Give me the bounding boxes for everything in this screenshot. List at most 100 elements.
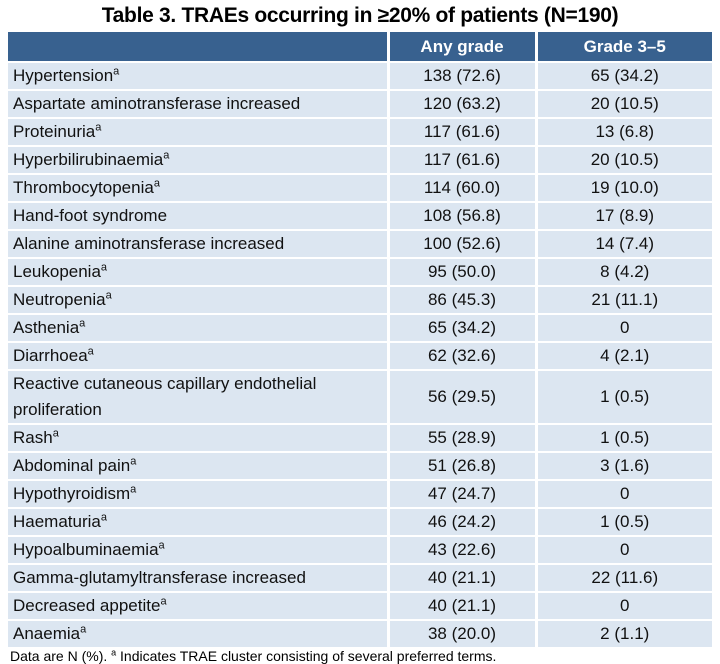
table-row: Hypoalbuminaemiaa 43 (22.6) 0 xyxy=(8,535,712,564)
cluster-footnote-marker: a xyxy=(79,317,86,330)
any-grade-value: 120 (63.2) xyxy=(386,89,536,118)
grade-3-5-value: 65 (34.2) xyxy=(534,61,712,90)
any-grade-value: 38 (20.0) xyxy=(386,619,536,647)
grade-3-5-value: 0 xyxy=(534,591,712,620)
adverse-event-label: Astheniaa xyxy=(8,313,388,342)
footnote: Data are N (%). a Indicates TRAE cluster… xyxy=(0,647,720,664)
table-row: Astheniaa 65 (34.2) 0 xyxy=(8,313,712,342)
adverse-event-label: Leukopeniaa xyxy=(8,257,388,286)
table-row: Gamma-glutamyltransferase increased 40 (2… xyxy=(8,563,712,592)
adverse-event-label: Haematuriaa xyxy=(8,507,388,536)
any-grade-value: 138 (72.6) xyxy=(386,61,536,90)
table-row: Alanine aminotransferase increased 100 (5… xyxy=(8,229,712,258)
column-header-empty xyxy=(8,32,388,62)
grade-3-5-value: 13 (6.8) xyxy=(534,117,712,146)
grade-3-5-value: 3 (1.6) xyxy=(534,451,712,480)
footnote-before: Data are N (%). xyxy=(10,648,112,664)
grade-3-5-value: 0 xyxy=(534,479,712,508)
table-row: Leukopeniaa 95 (50.0) 8 (4.2) xyxy=(8,257,712,286)
grade-3-5-value: 20 (10.5) xyxy=(534,89,712,118)
grade-3-5-value: 1 (0.5) xyxy=(534,423,712,452)
cluster-footnote-marker: a xyxy=(52,427,59,440)
cluster-footnote-marker: a xyxy=(160,595,167,608)
cluster-footnote-marker: a xyxy=(100,261,108,274)
cluster-footnote-marker: a xyxy=(130,455,137,468)
adverse-event-label: Thrombocytopeniaa xyxy=(8,173,388,202)
grade-3-5-value: 14 (7.4) xyxy=(534,229,712,258)
any-grade-value: 56 (29.5) xyxy=(386,369,536,424)
any-grade-value: 117 (61.6) xyxy=(386,145,536,174)
adverse-event-label: Gamma-glutamyltransferase increased xyxy=(8,563,388,592)
cluster-footnote-marker: a xyxy=(105,289,112,302)
cluster-footnote-marker: a xyxy=(163,149,170,162)
cluster-footnote-marker: a xyxy=(130,483,137,496)
any-grade-value: 40 (21.1) xyxy=(386,563,536,592)
grade-3-5-value: 4 (2.1) xyxy=(534,341,712,370)
grade-3-5-value: 17 (8.9) xyxy=(534,201,712,230)
cluster-footnote-marker: a xyxy=(153,177,160,190)
footnote-marker: a xyxy=(111,647,117,658)
any-grade-value: 51 (26.8) xyxy=(386,451,536,480)
table-body: Hypertensiona 138 (72.6) 65 (34.2) Aspartat… xyxy=(8,61,712,647)
table-row: Neutropeniaa 86 (45.3) 21 (11.1) xyxy=(8,285,712,314)
any-grade-value: 108 (56.8) xyxy=(386,201,536,230)
adverse-event-label: Rasha xyxy=(8,423,388,452)
grade-3-5-value: 22 (11.6) xyxy=(534,563,712,592)
adverse-event-label: Diarrhoeaa xyxy=(8,341,388,370)
cluster-footnote-marker: a xyxy=(100,511,107,524)
grade-3-5-value: 21 (11.1) xyxy=(534,285,712,314)
table-row: Abdominal paina 51 (26.8) 3 (1.6) xyxy=(8,451,712,480)
any-grade-value: 62 (32.6) xyxy=(386,341,536,370)
adverse-event-label: Reactive cutaneous capillary endothelial… xyxy=(8,369,388,424)
table-row: Rasha 55 (28.9) 1 (0.5) xyxy=(8,423,712,452)
any-grade-value: 55 (28.9) xyxy=(386,423,536,452)
any-grade-value: 86 (45.3) xyxy=(386,285,536,314)
adverse-event-label: Hyperbilirubinaemiaa xyxy=(8,145,388,174)
grade-3-5-value: 8 (4.2) xyxy=(534,257,712,286)
header-row: Any grade Grade 3–5 xyxy=(8,32,712,62)
any-grade-value: 47 (24.7) xyxy=(386,479,536,508)
grade-3-5-value: 2 (1.1) xyxy=(534,619,712,647)
cluster-footnote-marker: a xyxy=(113,65,120,78)
any-grade-value: 100 (52.6) xyxy=(386,229,536,258)
adverse-event-label: Abdominal paina xyxy=(8,451,388,480)
footnote-after: Indicates TRAE cluster consisting of sev… xyxy=(116,648,497,664)
table-row: Hyperbilirubinaemiaa 117 (61.6) 20 (10.5) xyxy=(8,145,712,174)
column-header-any-grade: Any grade xyxy=(386,32,536,62)
any-grade-value: 95 (50.0) xyxy=(386,257,536,286)
any-grade-value: 114 (60.0) xyxy=(386,173,536,202)
table-row: Hand-foot syndrome 108 (56.8) 17 (8.9) xyxy=(8,201,712,230)
cluster-footnote-marker: a xyxy=(158,539,165,552)
any-grade-value: 117 (61.6) xyxy=(386,117,536,146)
table-row: Anaemiaa 38 (20.0) 2 (1.1) xyxy=(8,619,712,647)
table-row: Haematuriaa 46 (24.2) 1 (0.5) xyxy=(8,507,712,536)
grade-3-5-value: 0 xyxy=(534,313,712,342)
table-row: Proteinuriaa 117 (61.6) 13 (6.8) xyxy=(8,117,712,146)
grade-3-5-value: 1 (0.5) xyxy=(534,369,712,424)
adverse-event-label: Hypothyroidisma xyxy=(8,479,388,508)
table-header: Any grade Grade 3–5 xyxy=(8,32,712,62)
table-row: Hypothyroidisma 47 (24.7) 0 xyxy=(8,479,712,508)
adverse-event-label: Alanine aminotransferase increased xyxy=(8,229,388,258)
table-row: Decreased appetitea 40 (21.1) 0 xyxy=(8,591,712,620)
cluster-footnote-marker: a xyxy=(87,345,94,358)
table-row: Hypertensiona 138 (72.6) 65 (34.2) xyxy=(8,61,712,90)
adverse-event-label: Decreased appetitea xyxy=(8,591,388,620)
adverse-event-label: Aspartate aminotransferase increased xyxy=(8,89,388,118)
adverse-event-label: Anaemiaa xyxy=(8,619,388,647)
table-title: Table 3. TRAEs occurring in ≥20% of pati… xyxy=(101,4,619,27)
table-row: Aspartate aminotransferase increased 120 … xyxy=(8,89,712,118)
any-grade-value: 46 (24.2) xyxy=(386,507,536,536)
cluster-footnote-marker: a xyxy=(80,623,87,636)
adverse-event-label: Hand-foot syndrome xyxy=(8,201,388,230)
column-header-grade-3-5: Grade 3–5 xyxy=(534,32,712,62)
table-row: Diarrhoeaa 62 (32.6) 4 (2.1) xyxy=(8,341,712,370)
grade-3-5-value: 0 xyxy=(534,535,712,564)
grade-3-5-value: 1 (0.5) xyxy=(534,507,712,536)
grade-3-5-value: 20 (10.5) xyxy=(534,145,712,174)
any-grade-value: 40 (21.1) xyxy=(386,591,536,620)
any-grade-value: 43 (22.6) xyxy=(386,535,536,564)
traes-table: Any grade Grade 3–5 Hypertensiona 138 (72… xyxy=(8,32,712,647)
table-row: Thrombocytopeniaa 114 (60.0) 19 (10.0) xyxy=(8,173,712,202)
